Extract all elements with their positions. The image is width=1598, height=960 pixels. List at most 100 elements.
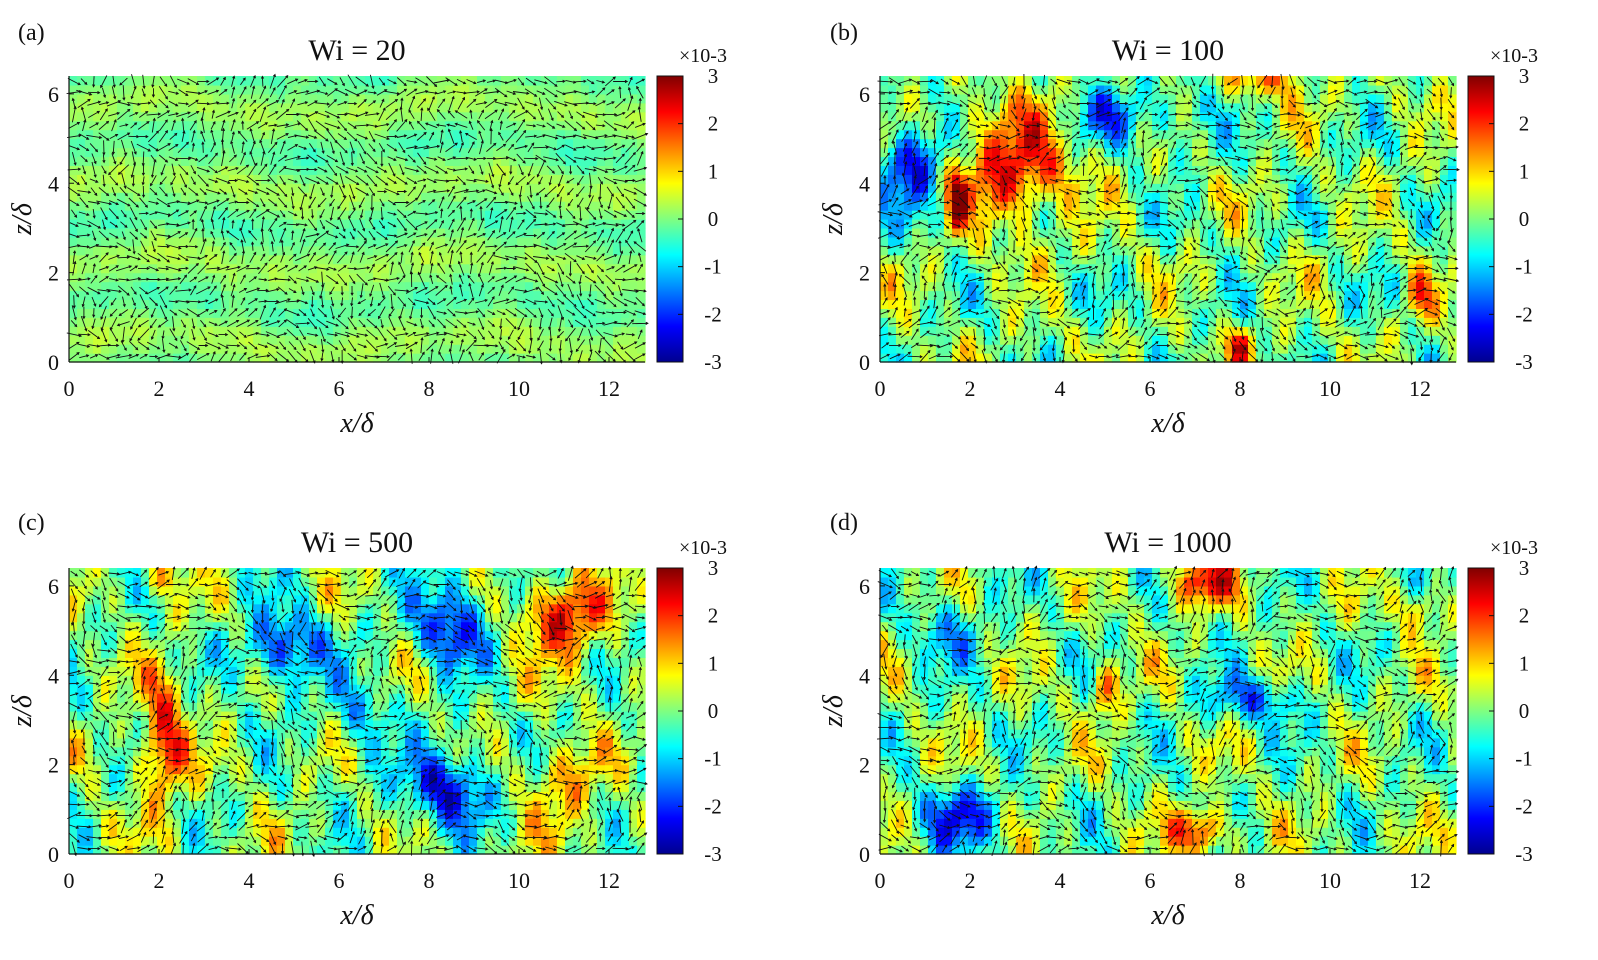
heatmap-cell (565, 147, 574, 158)
heatmap-cell (501, 245, 510, 256)
heatmap-cell (904, 192, 913, 202)
heatmap-cell (213, 93, 222, 104)
heatmap-cell (413, 254, 422, 265)
heatmap-cell (413, 192, 422, 202)
heatmap-cell (493, 129, 502, 140)
heatmap-cell (285, 129, 294, 140)
quiver-arrow (97, 343, 112, 347)
heatmap-cell (197, 344, 206, 354)
heatmap-cell (549, 138, 558, 149)
heatmap-cell (221, 335, 230, 345)
heatmap-cell (613, 272, 622, 283)
heatmap-cell (325, 236, 334, 247)
heatmap-cell (381, 156, 390, 166)
heatmap-cell (629, 183, 638, 193)
heatmap-cell (501, 111, 510, 122)
heatmap-cell (533, 102, 542, 113)
heatmap-cell (629, 299, 638, 309)
heatmap-cell (525, 326, 534, 336)
heatmap-cell (109, 254, 118, 265)
x-tick-label: 10 (508, 376, 530, 401)
heatmap-cell (629, 281, 638, 292)
quiver-arrow (87, 220, 102, 229)
heatmap-cell (229, 353, 238, 363)
heatmap-cell (77, 236, 86, 247)
heatmap-cell (968, 254, 977, 265)
heatmap-cell (189, 227, 198, 238)
heatmap-cell (181, 192, 190, 202)
heatmap-cell (461, 299, 470, 309)
heatmap-cell (992, 129, 1001, 140)
heatmap-cell (301, 102, 310, 113)
heatmap-cell (1016, 344, 1025, 354)
heatmap-cell (85, 120, 94, 131)
heatmap-cell (613, 165, 622, 175)
quiver-arrow (140, 232, 148, 239)
heatmap-cell (1144, 165, 1153, 175)
heatmap-cell (173, 147, 182, 158)
heatmap-cell (629, 344, 638, 354)
heatmap-cell (928, 147, 937, 158)
heatmap-cell (621, 219, 630, 229)
heatmap-cell (525, 210, 534, 220)
heatmap-cell (261, 111, 270, 122)
heatmap-cell (445, 76, 454, 86)
heatmap-cell (245, 308, 254, 318)
heatmap-cell (341, 111, 350, 122)
heatmap-cell (453, 299, 462, 309)
heatmap-cell (509, 174, 518, 184)
heatmap-cell (509, 353, 518, 363)
heatmap-cell (205, 76, 214, 86)
heatmap-cell (221, 245, 230, 256)
heatmap-cell (976, 326, 985, 336)
heatmap-cell (309, 326, 318, 336)
heatmap-cell (573, 254, 582, 265)
heatmap-cell (205, 138, 214, 149)
heatmap-cell (896, 263, 905, 274)
heatmap-cell (421, 308, 430, 318)
heatmap-cell (93, 120, 102, 131)
heatmap-cell (525, 344, 534, 354)
heatmap-cell (629, 102, 638, 113)
heatmap-cell (357, 174, 366, 184)
heatmap-cell (573, 102, 582, 113)
heatmap-cell (589, 174, 598, 184)
heatmap-cell (325, 165, 334, 175)
heatmap-cell (1072, 227, 1081, 238)
heatmap-cell (157, 236, 166, 247)
heatmap-cell (629, 263, 638, 274)
heatmap-cell (373, 120, 382, 131)
heatmap-cell (229, 317, 238, 327)
heatmap-cell (1024, 254, 1033, 265)
x-tick-label: 6 (334, 376, 345, 401)
heatmap-cell (381, 147, 390, 158)
quiver-arrow (131, 151, 137, 167)
quiver-arrow (109, 327, 118, 343)
heatmap-cell (469, 76, 478, 86)
heatmap-cell (517, 353, 526, 363)
heatmap-cell (101, 245, 110, 256)
heatmap-cell (325, 156, 334, 166)
heatmap-cell (221, 290, 230, 301)
heatmap-cell (1080, 308, 1089, 318)
heatmap-cell (1048, 174, 1057, 184)
heatmap-cell (77, 93, 86, 104)
heatmap-cell (509, 165, 518, 175)
heatmap-cell (437, 353, 446, 363)
heatmap-cell (205, 236, 214, 247)
heatmap-cell (269, 272, 278, 283)
heatmap-cell (1128, 308, 1137, 318)
heatmap-cell (213, 290, 222, 301)
heatmap-cell (477, 192, 486, 202)
heatmap-cell (405, 183, 414, 193)
heatmap-cell (237, 335, 246, 345)
heatmap-cell (77, 210, 86, 220)
heatmap-cell (293, 76, 302, 86)
heatmap-cell (373, 219, 382, 229)
heatmap-cell (253, 272, 262, 283)
heatmap-cell (509, 245, 518, 256)
heatmap-cell (493, 335, 502, 345)
heatmap-cell (85, 129, 94, 140)
heatmap-cell (565, 183, 574, 193)
heatmap-cell (437, 84, 446, 95)
